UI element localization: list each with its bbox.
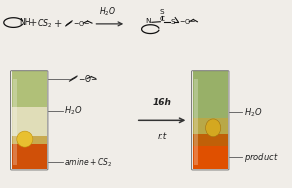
Bar (13, 79, 17, 165)
Bar (193, 118, 228, 134)
Text: S: S (171, 19, 175, 25)
Text: r.t: r.t (157, 132, 167, 141)
Text: $amine+CS_2$: $amine+CS_2$ (64, 156, 112, 169)
Text: $-$O$-$: $-$O$-$ (78, 73, 98, 84)
Bar (12, 107, 47, 136)
Text: NH: NH (19, 18, 31, 27)
Text: $H_2O$: $H_2O$ (64, 104, 83, 117)
Text: +: + (54, 19, 62, 29)
Bar (12, 71, 47, 107)
Text: N: N (146, 18, 151, 24)
Bar (193, 134, 228, 146)
Bar (194, 79, 198, 165)
Text: $product$: $product$ (244, 151, 279, 164)
Ellipse shape (206, 119, 221, 137)
Text: $H_2O$: $H_2O$ (244, 106, 262, 119)
Text: S: S (160, 9, 164, 15)
Bar (12, 144, 47, 169)
Text: $H_2O$: $H_2O$ (100, 5, 117, 17)
Text: $-$O$-$: $-$O$-$ (73, 19, 90, 28)
Bar (193, 146, 228, 169)
Bar (193, 71, 228, 118)
Ellipse shape (17, 131, 33, 147)
Text: 16h: 16h (153, 98, 171, 107)
Text: C: C (159, 16, 165, 22)
Text: $-$O$-$: $-$O$-$ (179, 17, 196, 26)
Text: +: + (29, 18, 38, 29)
Text: $CS_2$: $CS_2$ (37, 18, 52, 30)
Bar (12, 136, 47, 144)
